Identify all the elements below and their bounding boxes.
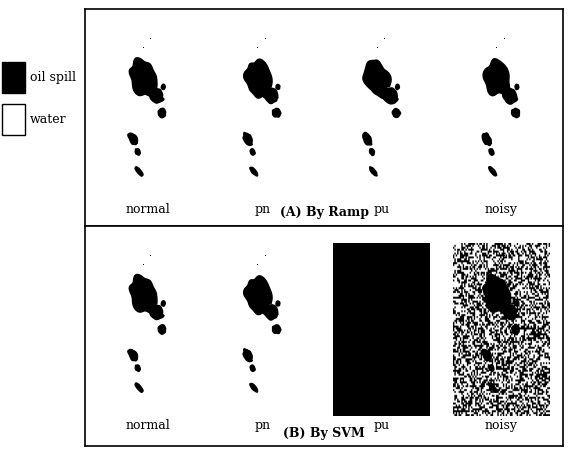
Text: (B) By SVM: (B) By SVM	[283, 427, 365, 440]
Polygon shape	[489, 365, 494, 372]
Polygon shape	[262, 88, 278, 104]
Polygon shape	[250, 149, 255, 155]
Polygon shape	[489, 383, 497, 392]
Polygon shape	[369, 149, 374, 156]
Polygon shape	[483, 59, 509, 96]
Polygon shape	[161, 84, 165, 90]
Text: pu: pu	[374, 203, 390, 216]
Polygon shape	[150, 304, 164, 320]
Text: pu: pu	[374, 419, 390, 432]
Polygon shape	[503, 304, 518, 320]
Polygon shape	[243, 133, 252, 145]
Polygon shape	[250, 167, 258, 176]
Polygon shape	[276, 84, 280, 89]
Polygon shape	[244, 276, 272, 315]
Polygon shape	[128, 350, 138, 361]
Polygon shape	[128, 133, 138, 145]
Polygon shape	[250, 383, 258, 392]
Bar	[2, 104, 26, 135]
Polygon shape	[273, 325, 281, 334]
Polygon shape	[502, 88, 518, 104]
Polygon shape	[243, 349, 252, 362]
Polygon shape	[273, 108, 281, 117]
Polygon shape	[512, 108, 519, 118]
Polygon shape	[158, 325, 166, 334]
Text: pn: pn	[254, 203, 270, 216]
Polygon shape	[250, 365, 255, 372]
Text: noisy: noisy	[485, 203, 518, 216]
Polygon shape	[135, 383, 143, 392]
Polygon shape	[483, 275, 511, 313]
Text: (A) By Ramp: (A) By Ramp	[280, 206, 369, 219]
Polygon shape	[395, 84, 399, 90]
Polygon shape	[135, 167, 143, 176]
Polygon shape	[129, 58, 157, 96]
Text: water: water	[30, 113, 67, 126]
Polygon shape	[129, 275, 157, 313]
Polygon shape	[383, 88, 398, 104]
Polygon shape	[363, 60, 391, 99]
Bar	[2, 62, 26, 93]
Polygon shape	[244, 59, 272, 98]
Polygon shape	[363, 132, 372, 145]
Polygon shape	[515, 301, 519, 306]
Polygon shape	[481, 350, 491, 361]
Polygon shape	[483, 133, 492, 146]
Text: normal: normal	[125, 203, 170, 216]
Polygon shape	[489, 167, 497, 176]
Polygon shape	[392, 109, 401, 117]
Polygon shape	[135, 365, 141, 372]
Polygon shape	[370, 167, 377, 176]
Polygon shape	[135, 149, 141, 155]
Polygon shape	[276, 301, 280, 306]
Polygon shape	[515, 84, 519, 90]
Text: normal: normal	[125, 419, 170, 432]
Polygon shape	[489, 149, 494, 155]
Text: noisy: noisy	[485, 419, 518, 432]
Text: oil spill: oil spill	[30, 71, 76, 84]
Polygon shape	[161, 301, 165, 306]
Polygon shape	[512, 325, 519, 334]
Polygon shape	[158, 108, 166, 118]
Polygon shape	[150, 87, 164, 103]
Text: pn: pn	[254, 419, 270, 432]
Polygon shape	[262, 305, 278, 320]
